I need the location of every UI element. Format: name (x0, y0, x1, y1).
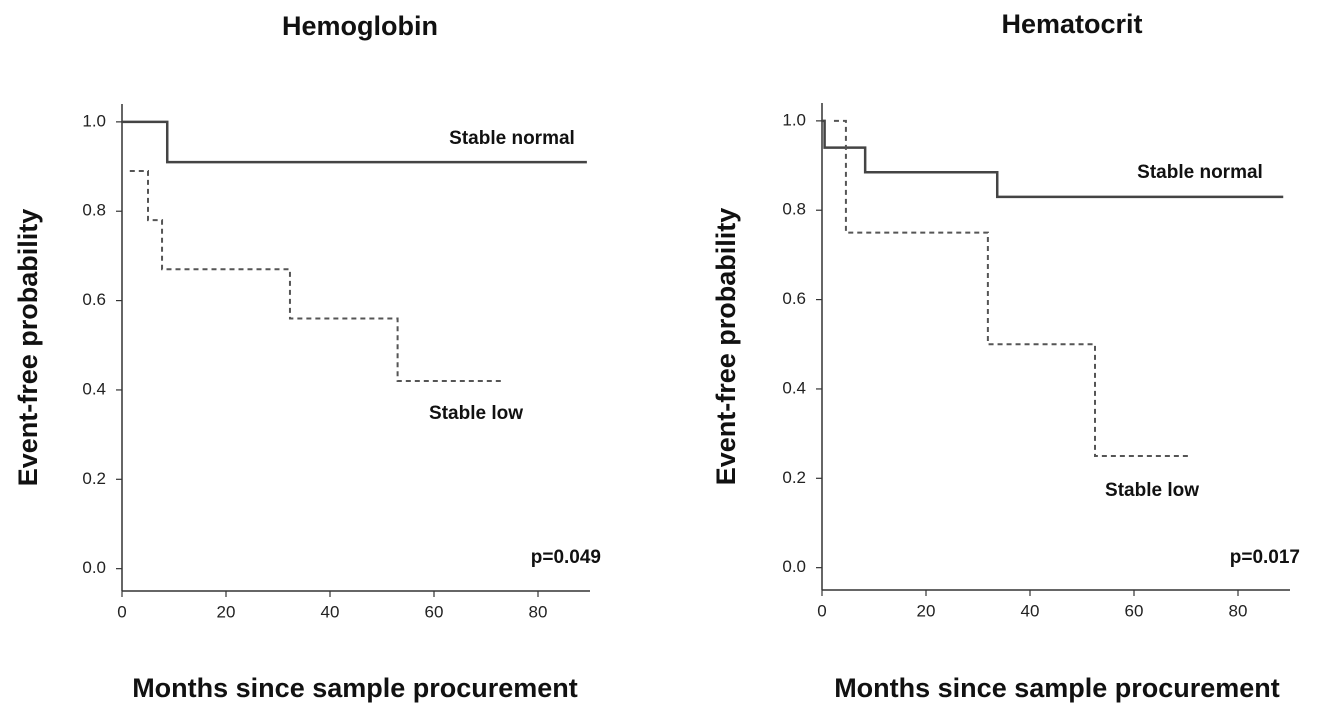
y-tick-label: 0.2 (782, 468, 806, 487)
series-label: Stable normal (1137, 162, 1263, 183)
series-label: Stable low (429, 403, 523, 424)
x-tick-label: 40 (321, 602, 340, 621)
y-tick-label: 0.6 (82, 290, 106, 309)
y-tick-label: 0.2 (82, 469, 106, 488)
chart-title: Hematocrit (1001, 9, 1142, 39)
x-tick-label: 40 (1021, 601, 1040, 620)
x-tick-label: 0 (117, 602, 126, 621)
y-tick-label: 0.6 (782, 289, 806, 308)
p-value: p=0.017 (1230, 547, 1300, 568)
x-tick-label: 60 (1125, 601, 1144, 620)
y-tick-label: 0.4 (782, 378, 806, 397)
survival-curve (822, 119, 1284, 199)
y-tick-label: 0.8 (82, 201, 106, 220)
p-value: p=0.049 (531, 547, 601, 568)
x-axis-label: Months since sample procurement (834, 673, 1280, 703)
chart-title: Hemoglobin (282, 11, 438, 41)
x-tick-label: 20 (917, 601, 936, 620)
y-tick-label: 0.0 (82, 558, 106, 577)
y-tick-label: 0.0 (782, 557, 806, 576)
chart: Hemoglobin Event-free probability Months s… (13, 11, 601, 703)
x-tick-label: 0 (817, 601, 826, 620)
series-label: Stable normal (449, 128, 575, 149)
x-tick-label: 80 (529, 602, 548, 621)
x-tick-label: 60 (425, 602, 444, 621)
x-tick-label: 80 (1229, 601, 1248, 620)
y-axis-label: Event-free probability (711, 208, 741, 486)
y-axis-label: Event-free probability (13, 209, 43, 487)
x-tick-label: 20 (217, 602, 236, 621)
survival-curve (833, 119, 1189, 457)
series-label: Stable low (1105, 480, 1199, 501)
y-tick-label: 0.8 (782, 200, 806, 219)
y-tick-label: 1.0 (82, 111, 106, 130)
survival-curve (122, 120, 587, 164)
y-tick-label: 1.0 (782, 110, 806, 129)
y-tick-label: 0.4 (82, 379, 106, 398)
x-axis-label: Months since sample procurement (132, 673, 578, 703)
survival-curve (129, 170, 502, 383)
chart: Hematocrit Event-free probability Months s… (711, 9, 1300, 703)
